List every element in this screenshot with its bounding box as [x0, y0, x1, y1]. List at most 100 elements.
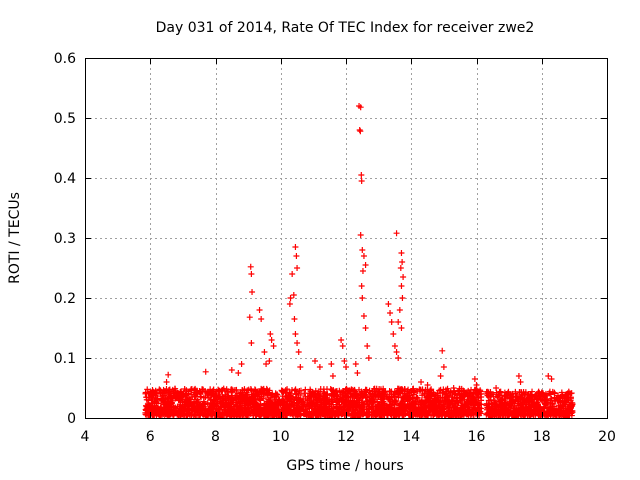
data-point — [264, 387, 271, 394]
data-point — [420, 410, 427, 417]
data-points — [142, 103, 576, 419]
data-point — [423, 411, 430, 418]
x-tick-label: 8 — [211, 429, 220, 445]
data-point — [322, 392, 329, 399]
data-point — [316, 396, 323, 403]
data-point — [178, 388, 185, 395]
data-point — [504, 391, 511, 398]
data-point — [143, 394, 150, 401]
data-point — [329, 373, 336, 379]
data-point — [497, 388, 504, 395]
data-point — [310, 400, 317, 407]
data-point — [389, 402, 396, 409]
data-point — [398, 283, 405, 289]
data-point — [294, 265, 301, 271]
data-point — [512, 397, 519, 404]
data-point — [249, 289, 256, 295]
data-point — [370, 406, 377, 413]
data-point — [258, 316, 265, 322]
data-point — [151, 412, 158, 419]
data-point — [213, 402, 220, 409]
data-point — [266, 406, 273, 413]
data-point — [442, 393, 449, 400]
data-point — [359, 268, 366, 274]
data-point — [515, 373, 522, 379]
data-point — [295, 349, 302, 355]
data-point — [217, 403, 224, 410]
data-point — [375, 401, 382, 408]
data-point — [186, 409, 193, 416]
data-point — [173, 405, 180, 412]
data-point — [495, 394, 502, 401]
data-point — [249, 400, 256, 407]
data-point — [304, 396, 311, 403]
data-point — [410, 385, 417, 392]
data-point — [316, 364, 323, 370]
data-point — [472, 387, 479, 394]
data-point — [356, 127, 363, 133]
data-point — [427, 404, 434, 411]
data-point — [198, 394, 205, 401]
data-point — [194, 398, 201, 405]
data-point — [241, 411, 248, 418]
data-point — [391, 397, 398, 404]
data-point — [434, 410, 441, 417]
data-point — [430, 405, 437, 412]
data-point — [557, 399, 564, 406]
data-point — [293, 409, 300, 416]
data-point — [403, 393, 410, 400]
data-point — [387, 310, 394, 316]
data-point — [447, 412, 454, 419]
data-point — [244, 406, 251, 413]
data-point — [268, 337, 275, 343]
data-point — [513, 412, 520, 419]
data-point — [292, 331, 299, 337]
data-point — [256, 307, 263, 313]
data-point — [401, 404, 408, 411]
data-point — [536, 389, 543, 396]
data-point — [388, 319, 395, 325]
data-point — [545, 373, 552, 379]
data-point — [357, 232, 364, 238]
data-point — [393, 230, 400, 237]
data-point — [385, 301, 392, 307]
data-point — [561, 410, 568, 417]
data-point — [231, 411, 238, 418]
data-point — [414, 394, 421, 401]
data-point — [352, 412, 359, 419]
data-point — [462, 410, 469, 417]
data-point — [301, 401, 308, 408]
data-point — [370, 398, 377, 405]
data-point — [430, 400, 437, 407]
data-point — [267, 392, 274, 399]
data-point — [289, 271, 296, 277]
data-point — [209, 405, 216, 412]
data-point — [216, 393, 223, 400]
data-point — [509, 393, 516, 400]
y-tick-label: 0 — [67, 411, 76, 427]
data-point — [234, 390, 241, 397]
data-point — [405, 386, 412, 393]
data-point — [343, 393, 350, 400]
x-tick-label: 14 — [402, 429, 420, 445]
x-tick-label: 18 — [533, 429, 551, 445]
data-point — [387, 409, 394, 416]
data-point — [473, 382, 480, 388]
data-point — [356, 397, 363, 404]
data-point — [188, 385, 195, 392]
data-point — [380, 385, 387, 392]
data-point — [429, 408, 436, 415]
data-point — [359, 390, 366, 397]
data-point — [384, 411, 391, 418]
data-point — [248, 340, 255, 346]
data-point — [266, 358, 273, 364]
data-point — [417, 386, 424, 393]
data-point — [296, 404, 303, 411]
data-point — [160, 401, 167, 408]
data-point — [261, 349, 268, 355]
x-tick-labels: 4 6 8 10 12 14 16 18 20 — [81, 429, 616, 445]
data-point — [236, 411, 243, 418]
data-point — [292, 244, 299, 250]
data-point — [495, 412, 502, 419]
data-point — [408, 400, 415, 407]
